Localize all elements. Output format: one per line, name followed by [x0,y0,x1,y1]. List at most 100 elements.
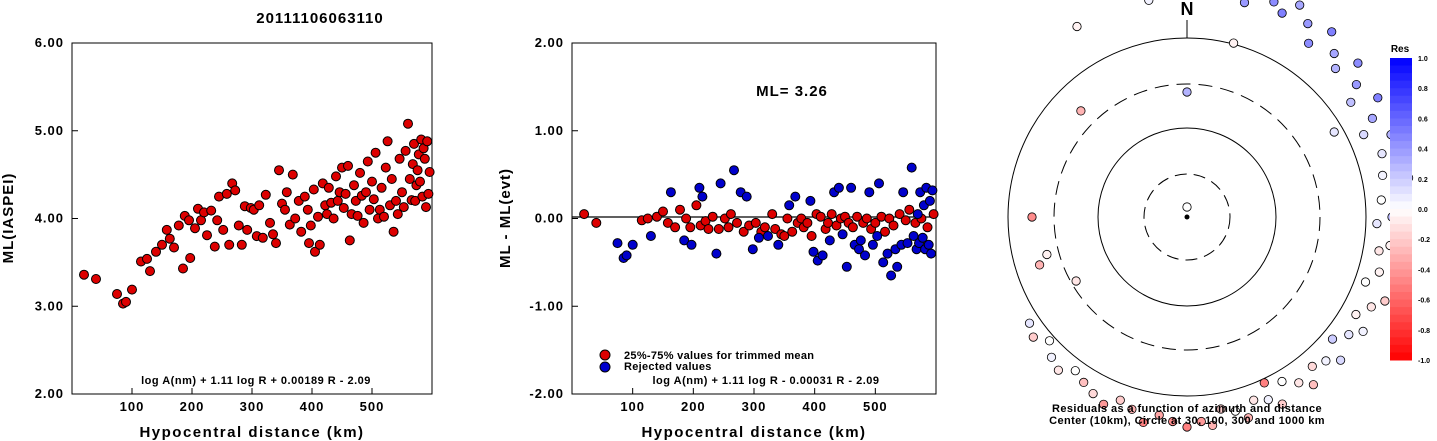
station-point [1046,352,1057,362]
middle-data-point [732,217,742,228]
middle-data-point [697,191,708,202]
colorbar-segment [1390,246,1412,255]
left-data-point [344,235,355,246]
middle-data-point [806,231,817,241]
middle-data-point [627,239,638,250]
left-data-point [404,174,415,184]
station-point [1044,336,1055,346]
colorbar-segment [1390,103,1412,112]
colorbar-segment [1390,171,1412,180]
middle-data-point [878,257,889,268]
station-point [1229,38,1239,48]
left-data-point [391,195,401,206]
middle-data-point [861,213,872,224]
left-data-point [392,209,403,220]
colorbar-segment [1390,178,1412,187]
left-data-point [370,147,381,158]
station-point [1208,420,1218,430]
station-point [1071,276,1081,286]
middle-data-point [826,209,837,220]
middle-data-point [926,248,937,259]
colorbar-tick-label: 0.6 [1418,116,1428,123]
middle-data-point [833,182,844,193]
middle-data-point [817,250,828,261]
colorbar-tick-label: -0.2 [1418,237,1430,244]
station-point [1376,195,1386,205]
azimuth-caption-line1: Residuals as a function of azimuth and d… [1052,403,1322,415]
colorbar-segment [1390,231,1412,240]
station-point [1182,202,1192,212]
left-y-tick-label: 3.00 [35,298,64,313]
colorbar-segment [1390,141,1412,150]
middle-data-point [874,178,884,189]
left-data-point [190,223,200,234]
station-point [1321,356,1331,366]
left-data-point [274,165,284,176]
middle-data-point [928,209,939,220]
left-data-point [173,220,184,231]
ml-annotation: ML= 3.26 [756,83,828,100]
station-point [1076,106,1086,116]
station-point [1351,80,1362,90]
formula-middle: log A(nm) + 1.11 log R - 0.00031 R - 2.0… [652,375,879,387]
station-point [1380,296,1390,306]
legend-marker-rejected [599,361,611,373]
colorbar-tick-label: 0.8 [1418,86,1428,93]
station-point [1154,410,1164,420]
colorbar-tick-label: 1.0 [1418,56,1428,63]
colorbar-segment [1390,269,1412,278]
colorbar-segment [1390,322,1412,331]
station-point [1307,361,1317,371]
middle-data-point [723,222,734,233]
panel-ml-vs-distance: 100 200 300 400 500 2.00 3.00 4.00 5.00 6.00 log … [0,35,435,441]
middle-data-point [713,224,724,234]
colorbar-tick-label: 0.0 [1418,207,1428,214]
left-data-point [112,289,122,299]
station-point [1028,332,1038,342]
middle-data-point [738,226,749,237]
middle-data-point [837,229,848,240]
colorbar-segment [1390,73,1412,82]
station-point [1329,127,1339,137]
colorbar-segment [1390,261,1412,270]
station-point [1024,318,1035,328]
middle-data-point [591,217,602,228]
left-data-point [224,239,235,250]
station-point [1138,417,1148,427]
middle-data-point [922,222,933,233]
station-point [1070,366,1080,376]
north-label: N [1181,0,1194,19]
left-data-point [79,269,89,280]
middle-data-point [685,222,696,233]
middle-data-point [872,231,883,241]
colorbar-segment [1390,156,1412,165]
middle-x-tick-label: 300 [742,399,767,414]
station-point [1088,388,1098,399]
left-data-point [382,136,393,147]
middle-data-point [790,191,801,202]
middle-data-point [767,209,778,220]
station-point [1249,395,1259,405]
station-points [1024,0,1414,432]
left-data-point [157,239,167,250]
middle-data-point [747,244,758,255]
colorbar-segment [1390,133,1412,142]
range-circle-100km [1097,127,1277,307]
station-point [1042,249,1052,260]
middle-data-point [711,248,722,259]
middle-data-point [763,231,773,241]
station-point [1294,378,1304,388]
left-data-point [352,210,363,221]
left-data-point [313,211,323,222]
middle-data-point [923,239,934,250]
middle-data-point [823,217,833,228]
epicenter-marker [1184,214,1190,220]
left-y-tick-label: 2.00 [35,386,64,401]
legend-marker-accepted [599,349,611,361]
left-data-point [242,224,253,235]
colorbar-segment [1390,329,1412,338]
azimuth-caption-line2: Center (10km), Circle at 30, 100, 300 an… [1049,415,1325,427]
left-data-point [142,253,152,264]
station-point [1327,334,1338,344]
station-point [1360,277,1371,287]
